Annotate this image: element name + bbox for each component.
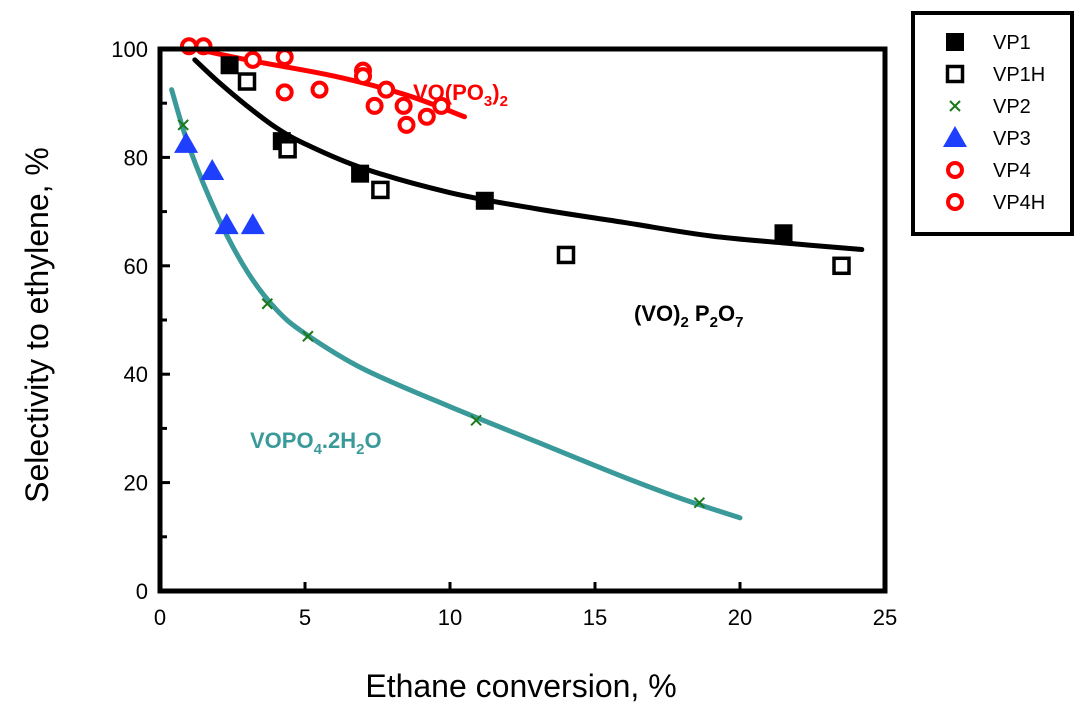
legend-marker-vp4h	[946, 193, 964, 211]
legend-marker-vp4	[946, 161, 964, 179]
anno-vo-po3-sub1: 3	[484, 93, 492, 110]
point-vp4h-6	[417, 107, 436, 126]
point-vp1h-3	[371, 180, 390, 200]
y-tick-label-0: 0	[136, 579, 148, 604]
point-vp1h-2	[278, 140, 297, 159]
point-vp1-4	[475, 191, 494, 210]
anno-vo2p2o7-sub3: 7	[735, 314, 743, 331]
legend-label-vp4: VP4	[993, 160, 1031, 182]
anno-vo2p2o7-part3: O	[718, 301, 735, 326]
legend-label-vp1: VP1	[993, 32, 1031, 54]
annotation-vo-po3: VO(PO3)2	[413, 80, 508, 110]
annotation-vopo4: VOPO4.2H2O	[250, 428, 382, 458]
x-tick-label-10: 10	[438, 605, 462, 630]
plot-frame	[157, 46, 888, 594]
anno-vo2p2o7-part1: (VO)	[634, 301, 680, 326]
point-vp3-1	[174, 131, 199, 153]
point-vp3-3	[214, 213, 239, 235]
point-vp2-3	[302, 330, 314, 342]
anno-vo2p2o7-part2: P	[689, 301, 710, 326]
point-vp2-2	[261, 298, 274, 310]
anno-vopo4-sub1: 4	[314, 441, 323, 458]
point-vp4-8	[432, 96, 451, 115]
data-points	[174, 37, 851, 509]
legend-label-vp1h: VP1H	[993, 64, 1045, 86]
legend-marker-vp1h	[945, 64, 965, 84]
y-tick-label-100: 100	[111, 37, 148, 62]
point-vp4h-3	[354, 67, 372, 86]
point-vp1-1	[220, 56, 239, 75]
point-vp4-4	[275, 48, 294, 67]
y-tick-label-40: 40	[124, 362, 148, 387]
anno-vopo4-part3: O	[365, 428, 382, 453]
fit-curve-1	[180, 43, 467, 120]
legend: VP1 VP1H VP2 VP3 VP4 VP4H	[911, 11, 1074, 236]
point-vp4-7	[397, 115, 416, 134]
legend-marker-vp1	[946, 33, 964, 51]
legend-label-vp4h: VP4H	[993, 192, 1045, 214]
anno-vo-po3-base: VO(PO	[413, 80, 484, 105]
point-vp3-4	[240, 213, 265, 235]
anno-vopo4-part2: .2H	[322, 428, 356, 453]
point-vp2-4	[470, 414, 482, 426]
point-vp3-2	[200, 158, 225, 180]
point-vp4h-1	[275, 83, 294, 102]
y-tick-label-60: 60	[124, 254, 148, 279]
anno-vo2p2o7-sub2: 2	[710, 314, 718, 331]
point-vp1h-1	[237, 72, 257, 91]
fit-curve-3	[169, 87, 743, 521]
point-vp2-1	[177, 119, 189, 131]
point-vp4h-4	[365, 96, 384, 115]
x-axis-label: Ethane conversion, %	[365, 668, 676, 704]
anno-vopo4-sub2: 2	[356, 441, 364, 458]
y-tick-label-80: 80	[124, 145, 148, 170]
legend-label-vp3: VP3	[993, 128, 1031, 150]
x-tick-label-20: 20	[728, 605, 752, 630]
annotation-vo2p2o7: (VO)2 P2O7	[634, 301, 743, 331]
legend-label-vp2: VP2	[993, 96, 1031, 118]
axis-ticks: 0 5 10 15 20 25 0 20 40 60 80 100	[111, 37, 897, 630]
fit-curves	[169, 43, 865, 521]
legend-marker-vp3	[943, 126, 967, 147]
point-vp1-5	[774, 224, 793, 243]
point-vp1-3	[351, 164, 370, 183]
y-axis-label: Selectivity to ethylene, %	[19, 147, 55, 503]
anno-vopo4-part1: VOPO	[250, 428, 314, 453]
anno-vo2p2o7-sub1: 2	[680, 314, 688, 331]
x-tick-label-15: 15	[583, 605, 607, 630]
point-vp4h-5	[394, 96, 413, 115]
legend-marker-vp2	[949, 100, 961, 112]
legend-box	[911, 11, 1074, 236]
anno-vo-po3-sub2: 2	[500, 93, 508, 110]
anno-vo-po3-close: )	[492, 80, 499, 105]
x-tick-label-25: 25	[873, 605, 897, 630]
point-vp1h-4	[556, 245, 576, 265]
x-tick-label-5: 5	[299, 605, 311, 630]
x-tick-label-0: 0	[154, 605, 166, 630]
point-vp4h-2	[310, 80, 329, 99]
point-vp1h-5	[832, 256, 851, 276]
y-tick-label-20: 20	[124, 471, 148, 496]
point-vp4-6	[377, 80, 396, 99]
fit-curve-2	[192, 57, 865, 253]
point-vp4-3	[243, 50, 262, 69]
point-vp2-5	[693, 496, 706, 509]
